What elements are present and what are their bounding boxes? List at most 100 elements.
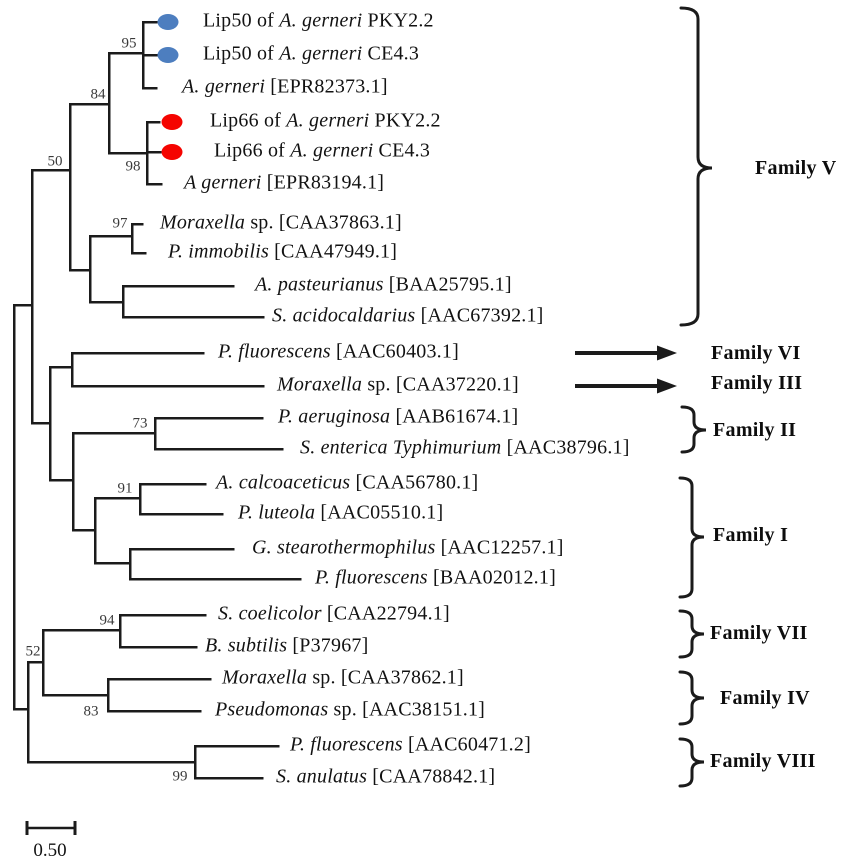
taxon-label: A gerneri [EPR83194.1]	[184, 172, 384, 195]
bootstrap-value: 97	[112, 215, 128, 232]
bootstrap-value: 91	[117, 480, 133, 497]
taxon-name-italic: A. gerneri	[279, 9, 363, 32]
taxon-name-regular: [CAA47949.1]	[268, 240, 398, 263]
taxon-name-regular: sp. [CAA37862.1]	[307, 666, 464, 689]
bootstrap-value: 83	[83, 703, 99, 720]
family-brace	[678, 670, 705, 726]
taxon-name-italic: A. pasteurianus	[255, 273, 384, 296]
taxon-label: Lip50 of A. gerneri PKY2.2	[203, 10, 434, 33]
taxon-label: P. luteola [AAC05510.1]	[238, 502, 443, 525]
taxon-name-regular: [AAC60471.2]	[402, 733, 531, 756]
family-brace	[678, 609, 705, 659]
taxon-name-regular: sp. [CAA37863.1]	[245, 211, 402, 234]
taxon-label: S. enterica Typhimurium [AAC38796.1]	[300, 437, 630, 460]
taxon-name-regular: PKY2.2	[369, 109, 441, 132]
taxon-label: S. coelicolor [CAA22794.1]	[218, 603, 450, 626]
taxon-label: Moraxella sp. [CAA37863.1]	[160, 212, 402, 235]
taxon-name-italic: P. fluorescens	[290, 733, 403, 756]
taxon-name-italic: Moraxella	[222, 666, 308, 689]
taxon-label: B. subtilis [P37967]	[205, 635, 368, 658]
bootstrap-value: 73	[132, 415, 148, 432]
taxon-label: Moraxella sp. [CAA37220.1]	[277, 374, 519, 397]
taxon-label: P. immobilis [CAA47949.1]	[168, 241, 397, 264]
taxon-name-regular: [AAC12257.1]	[435, 536, 564, 559]
family-brace	[680, 405, 707, 454]
bootstrap-value: 50	[47, 153, 63, 170]
taxon-name-italic: A gerneri	[184, 171, 262, 194]
family-label: Family VII	[710, 622, 808, 645]
taxon-name-italic: A. gerneri	[182, 75, 266, 98]
bootstrap-value: 94	[99, 612, 115, 629]
taxon-name-italic: A. gerneri	[286, 109, 370, 132]
taxon-name-regular: [EPR83194.1]	[261, 171, 385, 194]
family-brace	[678, 737, 705, 788]
taxon-name-regular: Lip50 of	[203, 9, 280, 32]
red-taxon-marker	[161, 114, 183, 130]
taxon-name-italic: Moraxella	[277, 373, 363, 396]
taxon-name-italic: S. acidocaldarius	[272, 304, 416, 327]
taxon-label: A. gerneri [EPR82373.1]	[182, 76, 388, 99]
taxon-label: P. fluorescens [BAA02012.1]	[315, 567, 556, 590]
taxon-name-italic: A. gerneri	[279, 42, 363, 65]
taxon-name-italic: P. fluorescens	[218, 340, 331, 363]
family-brace	[678, 476, 705, 599]
blue-taxon-marker	[157, 47, 179, 63]
bootstrap-value: 52	[25, 643, 41, 660]
taxon-name-regular: [CAA56780.1]	[350, 471, 479, 494]
taxon-label: Moraxella sp. [CAA37862.1]	[222, 667, 464, 690]
taxon-name-regular: [AAC38796.1]	[501, 436, 630, 459]
taxon-label: A. calcoaceticus [CAA56780.1]	[216, 472, 478, 495]
family-label: Family V	[755, 157, 837, 180]
family-arrow-head	[657, 378, 677, 394]
taxon-name-italic: P. aeruginosa	[278, 405, 391, 428]
taxon-name-italic: G. stearothermophilus	[252, 536, 436, 559]
family-label: Family VIII	[710, 750, 816, 773]
taxon-name-regular: Lip50 of	[203, 42, 280, 65]
taxon-label: S. acidocaldarius [AAC67392.1]	[272, 305, 544, 328]
taxon-label: Pseudomonas sp. [AAC38151.1]	[215, 699, 485, 722]
taxon-name-regular: CE4.3	[373, 139, 431, 162]
taxon-label: S. anulatus [CAA78842.1]	[276, 766, 495, 789]
taxon-name-regular: [AAC60403.1]	[330, 340, 459, 363]
family-label: Family VI	[711, 342, 801, 365]
taxon-name-regular: sp. [CAA37220.1]	[362, 373, 519, 396]
bootstrap-value: 84	[90, 86, 106, 103]
taxon-label: P. fluorescens [AAC60403.1]	[218, 341, 459, 364]
taxon-name-italic: A. calcoaceticus	[216, 471, 351, 494]
family-label: Family II	[713, 419, 797, 442]
taxon-name-regular: Lip66 of	[214, 139, 291, 162]
family-label: Family IV	[720, 687, 810, 710]
taxon-name-italic: Moraxella	[160, 211, 246, 234]
taxon-name-regular: [BAA25795.1]	[383, 273, 512, 296]
taxon-name-italic: P. immobilis	[168, 240, 269, 263]
red-taxon-marker	[161, 144, 183, 160]
taxon-name-italic: P. luteola	[238, 501, 316, 524]
taxon-name-regular: [P37967]	[287, 634, 369, 657]
taxon-name-regular: Lip66 of	[210, 109, 287, 132]
taxon-name-italic: P. fluorescens	[315, 566, 428, 589]
taxon-name-italic: A. gerneri	[290, 139, 374, 162]
blue-taxon-marker	[157, 14, 179, 30]
taxon-name-regular: [AAC67392.1]	[415, 304, 544, 327]
taxon-name-regular: [BAA02012.1]	[427, 566, 556, 589]
bootstrap-value: 99	[172, 768, 188, 785]
taxon-name-italic: S. anulatus	[276, 765, 368, 788]
taxon-name-regular: [EPR82373.1]	[265, 75, 388, 98]
taxon-name-regular: sp. [AAC38151.1]	[328, 698, 486, 721]
family-label: Family I	[713, 524, 789, 547]
taxon-label: P. aeruginosa [AAB61674.1]	[278, 406, 518, 429]
taxon-name-regular: CE4.3	[362, 42, 420, 65]
taxon-name-regular: PKY2.2	[362, 9, 434, 32]
taxon-name-italic: S. enterica Typhimurium	[300, 436, 502, 459]
taxon-name-regular: [CAA78842.1]	[367, 765, 496, 788]
taxon-label: P. fluorescens [AAC60471.2]	[290, 734, 531, 757]
taxon-label: Lip50 of A. gerneri CE4.3	[203, 43, 419, 66]
taxon-name-italic: B. subtilis	[205, 634, 288, 657]
taxon-label: Lip66 of A. gerneri PKY2.2	[210, 110, 441, 133]
scale-bar-label: 0.50	[33, 840, 67, 861]
taxon-name-regular: [AAB61674.1]	[390, 405, 519, 428]
family-brace	[679, 6, 713, 327]
